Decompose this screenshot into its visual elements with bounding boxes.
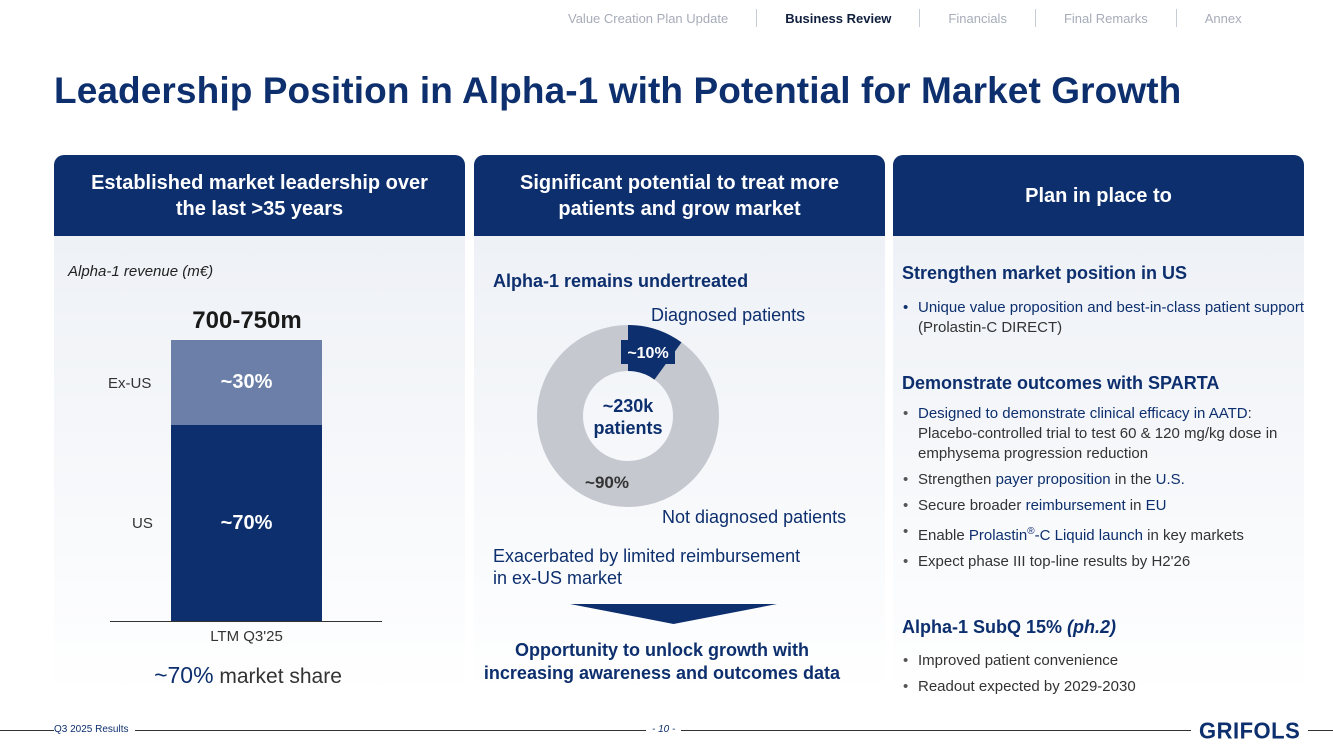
- opportunity-line-2: increasing awareness and outcomes data: [483, 663, 841, 683]
- list-item: Secure broader reimbursement in EU: [902, 496, 1312, 516]
- donut-center-value: ~230k: [603, 396, 655, 416]
- subq-phase: (ph.2): [1067, 617, 1117, 637]
- nav-separator: [919, 9, 921, 27]
- sparta-bullet-list: Designed to demonstrate clinical efficac…: [902, 404, 1312, 578]
- bullet-highlight: U.S.: [1155, 471, 1185, 488]
- nav-separator: [1034, 9, 1036, 27]
- column-header: Significant potential to treat more pati…: [474, 155, 885, 236]
- revenue-label: Alpha-1 revenue (m€): [68, 263, 214, 280]
- plan-column: Plan in place to Strengthen market posit…: [893, 155, 1304, 697]
- market-share: ~70% market share: [54, 662, 442, 689]
- section-heading-subq: Alpha-1 SubQ 15% (ph.2): [902, 617, 1116, 638]
- column-header: Established market leadership over the l…: [54, 155, 465, 236]
- page-number: - 10 -: [646, 724, 682, 735]
- footer-rule: [54, 730, 1194, 731]
- bullet-text: : Placebo-controlled trial to test 60 & …: [918, 405, 1278, 462]
- list-item: Unique value proposition and best-in-cla…: [902, 298, 1312, 338]
- nav-value-creation[interactable]: Value Creation Plan Update: [568, 10, 729, 26]
- bullet-highlight: Prolastin: [968, 527, 1028, 544]
- footer-label: Q3 2025 Results: [54, 724, 135, 735]
- undertreated-heading: Alpha-1 remains undertreated: [493, 271, 749, 291]
- bar-segment-us: ~70%: [171, 425, 322, 621]
- bullet-highlight: EU: [1145, 497, 1167, 514]
- bullet-text: Secure broader: [918, 497, 1026, 514]
- not-diagnosed-label: Not diagnosed patients: [662, 507, 847, 527]
- bullet-text: Enable: [918, 527, 969, 544]
- bullet-text: (Prolastin-C DIRECT): [918, 319, 1063, 336]
- patients-donut-chart: ~10% ~230k patients ~90%: [537, 325, 719, 507]
- list-item: Readout expected by 2029-2030: [902, 677, 1312, 697]
- bullet-text: in the: [1110, 471, 1156, 488]
- diagnosed-pct: ~10%: [627, 345, 668, 362]
- potential-column: Significant potential to treat more pati…: [474, 155, 885, 695]
- bullet-highlight: Designed to demonstrate clinical efficac…: [918, 405, 1248, 422]
- period-label: LTM Q3'25: [210, 628, 283, 645]
- opportunity-line-1: Opportunity to unlock growth with: [515, 640, 809, 660]
- section-heading-us: Strengthen market position in US: [902, 263, 1188, 283]
- diagnosed-pct-box: [621, 340, 675, 364]
- list-item: Expect phase III top-line results by H2'…: [902, 552, 1312, 572]
- nav-separator: [1175, 9, 1177, 27]
- bullet-highlight: payer proposition: [995, 471, 1111, 488]
- bullet-text: Improved patient convenience: [918, 652, 1119, 669]
- nav-final-remarks[interactable]: Final Remarks: [1063, 10, 1148, 26]
- market-share-value: ~70%: [154, 662, 214, 688]
- page-title: Leadership Position in Alpha-1 with Pote…: [54, 70, 1182, 111]
- exus-segment-label: Ex-US: [108, 375, 152, 392]
- section-heading-sparta: Demonstrate outcomes with SPARTA: [902, 373, 1220, 393]
- revenue-total: 700-750m: [192, 307, 302, 334]
- list-item: Designed to demonstrate clinical efficac…: [902, 404, 1312, 464]
- list-item: Strengthen payer proposition in the U.S.: [902, 470, 1312, 490]
- diagnosed-label: Diagnosed patients: [651, 305, 806, 325]
- list-item: Improved patient convenience: [902, 651, 1312, 671]
- bar-segment-exus: ~30%: [171, 340, 322, 425]
- footer-rule: [0, 730, 54, 731]
- bullet-text: in key markets: [1143, 527, 1244, 544]
- column-header: Plan in place to: [893, 155, 1304, 236]
- market-share-text: market share: [213, 665, 342, 688]
- bullet-highlight: reimbursement: [1025, 497, 1126, 514]
- exus-value: ~30%: [220, 371, 273, 393]
- bullet-text: Strengthen: [918, 471, 996, 488]
- bullet-highlight: -C Liquid launch: [1034, 527, 1144, 544]
- us-value: ~70%: [220, 511, 273, 534]
- nav-business-review[interactable]: Business Review: [785, 10, 892, 26]
- exacerbated-line-2: in ex-US market: [493, 568, 623, 588]
- company-logo: GRIFOLS: [1191, 717, 1309, 745]
- top-navigation: Value Creation Plan Update Business Revi…: [540, 8, 1320, 28]
- exacerbated-line-1: Exacerbated by limited reimbursement: [493, 546, 801, 566]
- nav-separator: [756, 9, 758, 27]
- not-diagnosed-pct: ~90%: [585, 473, 629, 492]
- us-segment-label: US: [132, 515, 153, 532]
- down-arrow-icon: [570, 604, 777, 624]
- opportunity-text: Opportunity to unlock growth with increa…: [474, 639, 850, 685]
- exacerbated-text: Exacerbated by limited reimbursement in …: [493, 545, 800, 589]
- subq-bullet-list: Improved patient convenience Readout exp…: [902, 651, 1312, 703]
- x-axis-line: [110, 621, 382, 622]
- bullet-text: in: [1125, 497, 1146, 514]
- registered-mark: ®: [1027, 526, 1035, 537]
- leadership-column: Established market leadership over the l…: [54, 155, 465, 695]
- nav-annex[interactable]: Annex: [1204, 10, 1242, 26]
- nav-financials[interactable]: Financials: [948, 10, 1007, 26]
- donut-center-unit: patients: [593, 418, 662, 438]
- bullet-text: Readout expected by 2029-2030: [918, 678, 1136, 695]
- bullet-highlight: Unique value proposition and best-in-cla…: [918, 299, 1305, 316]
- footer-rule: [1290, 730, 1333, 731]
- bullet-text: Expect phase III top-line results by H2'…: [918, 553, 1191, 570]
- us-bullet-list: Unique value proposition and best-in-cla…: [902, 298, 1312, 344]
- subq-title: Alpha-1 SubQ 15%: [902, 617, 1068, 637]
- list-item: Enable Prolastin®-C Liquid launch in key…: [902, 522, 1312, 546]
